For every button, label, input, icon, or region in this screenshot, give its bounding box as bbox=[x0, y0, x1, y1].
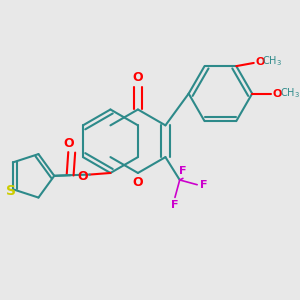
Text: S: S bbox=[6, 184, 16, 198]
Text: O: O bbox=[273, 88, 282, 99]
Text: F: F bbox=[200, 180, 207, 190]
Text: CH$_3$: CH$_3$ bbox=[280, 86, 300, 100]
Text: O: O bbox=[255, 57, 265, 67]
Text: F: F bbox=[179, 166, 187, 176]
Text: CH$_3$: CH$_3$ bbox=[262, 54, 282, 68]
Text: F: F bbox=[171, 200, 179, 210]
Text: O: O bbox=[133, 176, 143, 189]
Text: O: O bbox=[63, 137, 74, 150]
Text: O: O bbox=[133, 71, 143, 84]
Text: O: O bbox=[77, 170, 88, 183]
